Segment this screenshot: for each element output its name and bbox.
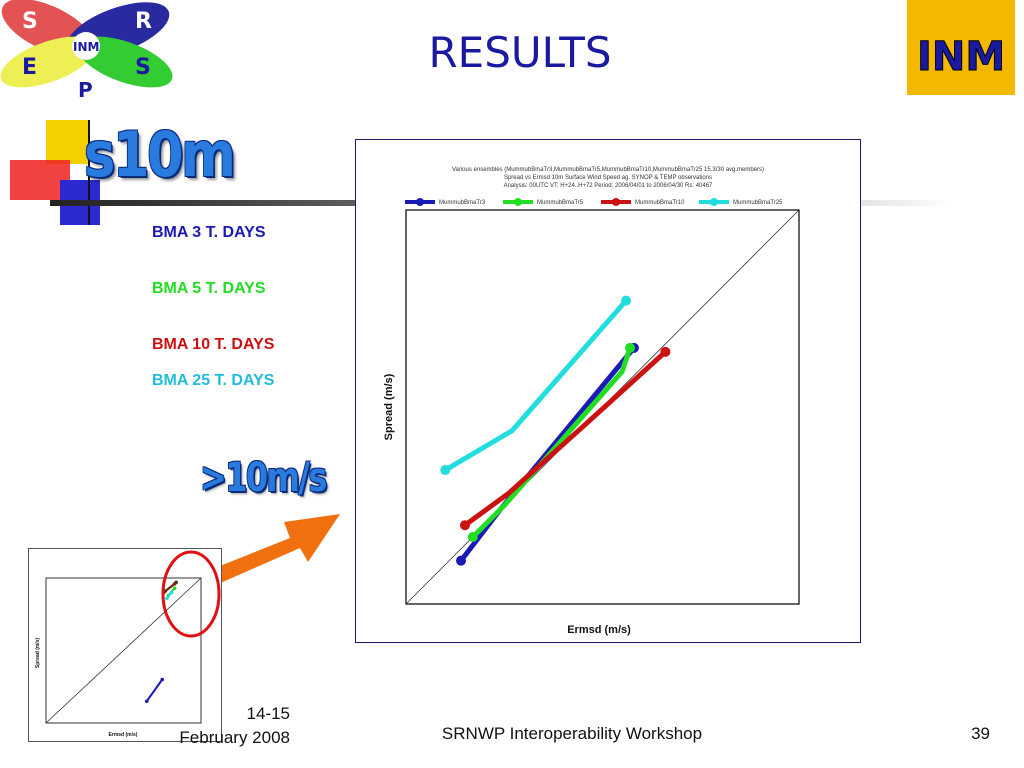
data-point	[467, 532, 478, 543]
data-point	[165, 596, 169, 601]
identity-line	[45, 577, 202, 724]
logo-letter-s: S	[22, 9, 38, 34]
legend-marker-2	[612, 198, 620, 206]
y-axis-label: Spread (m/s)	[383, 373, 395, 440]
data-point	[621, 295, 632, 306]
x-axis-label: Ermsd (m/s)	[567, 624, 631, 636]
footer-date: 14-15 February 2008	[140, 702, 290, 750]
thumb-plot-area	[45, 577, 202, 724]
legend-marker-1	[514, 198, 522, 206]
legend-bma25: BMA 25 T. DAYS	[152, 372, 275, 389]
logo-letter-s2: S	[135, 55, 151, 80]
data-point	[456, 555, 467, 566]
series-line-2	[462, 349, 668, 528]
chart-title: Various ensembles (MummubBmaTr3,MummubBm…	[452, 167, 764, 173]
legend-marker-3	[710, 198, 718, 206]
footer-event: SRNWP Interoperability Workshop	[441, 724, 703, 743]
inm-logo-text: INM	[917, 34, 1005, 80]
slide-title: RESULTS	[428, 28, 612, 77]
legend-bma3: BMA 3 T. DAYS	[152, 224, 266, 241]
legend-entry-3: MummubBmaTr25	[733, 200, 783, 206]
legend-entry-0: MummubBmaTr3	[439, 200, 486, 206]
legend-bma5: BMA 5 T. DAYS	[152, 280, 266, 297]
chart-subtitle-1: Spread vs Ermsd 10m Surface Wind Speed a…	[504, 175, 712, 181]
logo-letter-r: R	[135, 9, 152, 34]
legend-marker-0	[416, 198, 424, 206]
series-line-3	[164, 581, 178, 593]
thumbnail-chart: Ermsd (m/s) Spread (m/s)	[28, 548, 222, 742]
legend-bma10: BMA 10 T. DAYS	[152, 336, 275, 353]
chart-subtitle-2: Analysis: 00UTC VT: H+24..H+72 Period: 2…	[504, 183, 713, 189]
data-point	[169, 590, 174, 595]
arrow-icon	[190, 514, 340, 592]
threshold-label: >10m/s	[200, 455, 327, 501]
series-line-0	[145, 678, 164, 703]
series-line-1	[470, 345, 633, 540]
footer-date-line1: 14-15	[246, 704, 290, 723]
data-point	[160, 677, 165, 682]
plot-area	[405, 209, 800, 605]
data-point	[174, 580, 178, 585]
data-point	[440, 465, 451, 476]
thumb-y-axis-label: Spread (m/s)	[35, 638, 41, 669]
data-point	[660, 346, 671, 357]
legend-entry-1: MummubBmaTr5	[537, 200, 584, 206]
footer-date-line2: February 2008	[179, 728, 290, 747]
slide-number: 39	[971, 724, 990, 743]
data-point	[459, 520, 470, 531]
data-point	[172, 586, 177, 590]
main-chart: Various ensembles (MummubBmaTr3,MummubBm…	[355, 139, 861, 643]
data-point	[144, 699, 149, 704]
srps-logo: S R E S P INM	[0, 0, 173, 100]
inm-logo: INM	[907, 0, 1015, 95]
logo-center-inm: INM	[73, 40, 99, 54]
highlight-circle	[161, 550, 221, 638]
series-line-3	[442, 298, 629, 473]
data-point	[625, 342, 636, 353]
legend-entry-2: MummubBmaTr10	[635, 200, 685, 206]
chart-legend: MummubBmaTr3 MummubBmaTr5 MummubBmaTr10 Mum…	[405, 198, 783, 206]
parameter-heading: s10m	[84, 118, 236, 191]
thumb-x-axis-label: Ermsd (m/s)	[109, 732, 138, 738]
logo-letter-p: P	[78, 78, 93, 100]
logo-letter-e: E	[22, 55, 37, 80]
